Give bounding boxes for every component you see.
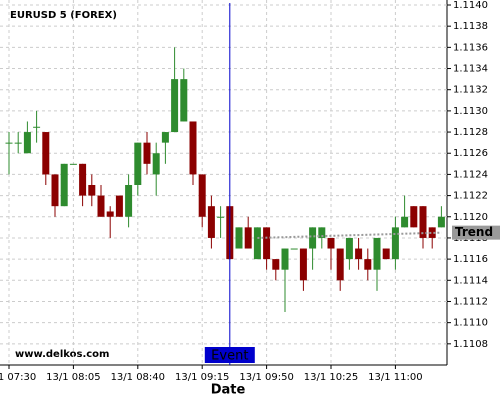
candle-body — [244, 227, 252, 249]
candle-body — [161, 132, 169, 143]
x-tick-label: 13/1 10:25 — [304, 372, 358, 383]
candle-body — [327, 237, 335, 249]
candle-body — [355, 248, 363, 260]
x-tick-label: 13/1 11:00 — [368, 372, 422, 383]
candle-body — [428, 227, 436, 238]
candle-body — [272, 259, 280, 270]
candle-body — [189, 121, 197, 175]
candle-body — [134, 142, 142, 185]
candle-body — [437, 216, 445, 228]
candle-body — [198, 174, 206, 217]
candle-body — [5, 142, 13, 144]
candle-body — [336, 248, 344, 281]
y-tick-label: 1.1116 — [453, 254, 488, 265]
candle-body — [106, 211, 114, 217]
y-tick-label: 1.1110 — [453, 318, 488, 329]
candle-body — [410, 206, 418, 228]
candle-body — [115, 195, 123, 217]
candle-body — [51, 174, 59, 207]
y-tick-label: 1.1114 — [453, 275, 488, 286]
candle-body — [42, 132, 50, 175]
candle-body — [263, 227, 271, 260]
candle-body — [79, 163, 87, 196]
x-tick-label: 13/1 09:15 — [175, 372, 229, 383]
candle-body — [253, 227, 261, 260]
candle-body — [373, 237, 381, 270]
candle-body — [318, 227, 326, 238]
event-label: Event — [211, 349, 248, 364]
y-tick-label: 1.1130 — [453, 106, 488, 117]
candle-body — [235, 227, 243, 249]
y-tick-label: 1.1108 — [453, 339, 488, 350]
y-tick-label: 1.1124 — [453, 169, 488, 180]
candle-body — [281, 248, 289, 270]
candle-body — [217, 216, 225, 218]
plot-area — [0, 0, 447, 365]
candle-body — [309, 227, 317, 249]
y-tick-label: 1.1134 — [453, 64, 488, 75]
candle-body — [290, 248, 298, 250]
y-tick-label: 1.1122 — [453, 191, 488, 202]
trend-label-box — [452, 225, 500, 240]
watermark: www.delkos.com — [15, 349, 109, 360]
candle-body — [14, 142, 22, 144]
candle-body — [364, 259, 372, 270]
x-tick-label: 13/1 08:05 — [46, 372, 100, 383]
candle-body — [171, 79, 179, 133]
candle-body — [152, 153, 160, 175]
x-axis-label: Date — [211, 383, 246, 398]
candle-body — [382, 248, 390, 260]
candle-body — [88, 185, 96, 196]
candle-body — [345, 237, 353, 260]
candle-body — [33, 126, 41, 128]
y-tick-label: 1.1136 — [453, 42, 488, 53]
y-tick-label: 1.1126 — [453, 148, 488, 159]
x-tick-label: 13/1 08:40 — [111, 372, 165, 383]
y-tick-label: 1.1120 — [453, 212, 488, 223]
candle-body — [60, 163, 68, 207]
candle-body — [97, 195, 105, 217]
x-tick-label: 13/1 09:50 — [239, 372, 293, 383]
y-tick-label: 1.1138 — [453, 21, 488, 32]
y-tick-label: 1.1128 — [453, 127, 488, 138]
candle-body — [419, 206, 427, 238]
x-tick-label: 13/1 07:30 — [0, 372, 36, 383]
candle-body — [23, 132, 31, 154]
candle-body — [299, 248, 307, 281]
candle-body — [125, 185, 133, 217]
candle-body — [69, 163, 77, 165]
candle-body — [180, 79, 188, 122]
y-tick-label: 1.1112 — [453, 296, 488, 307]
trend-label: Trend — [455, 225, 493, 239]
event-label-box — [204, 347, 255, 363]
y-tick-label: 1.1140 — [453, 0, 488, 11]
candle-body — [401, 216, 409, 228]
trend-line — [257, 231, 442, 239]
chart-title: EURUSD 5 (FOREX) — [10, 10, 117, 21]
candle-body — [391, 227, 399, 260]
candle-body — [143, 142, 151, 164]
y-tick-label: 1.1132 — [453, 85, 488, 96]
candle-body — [207, 206, 215, 238]
